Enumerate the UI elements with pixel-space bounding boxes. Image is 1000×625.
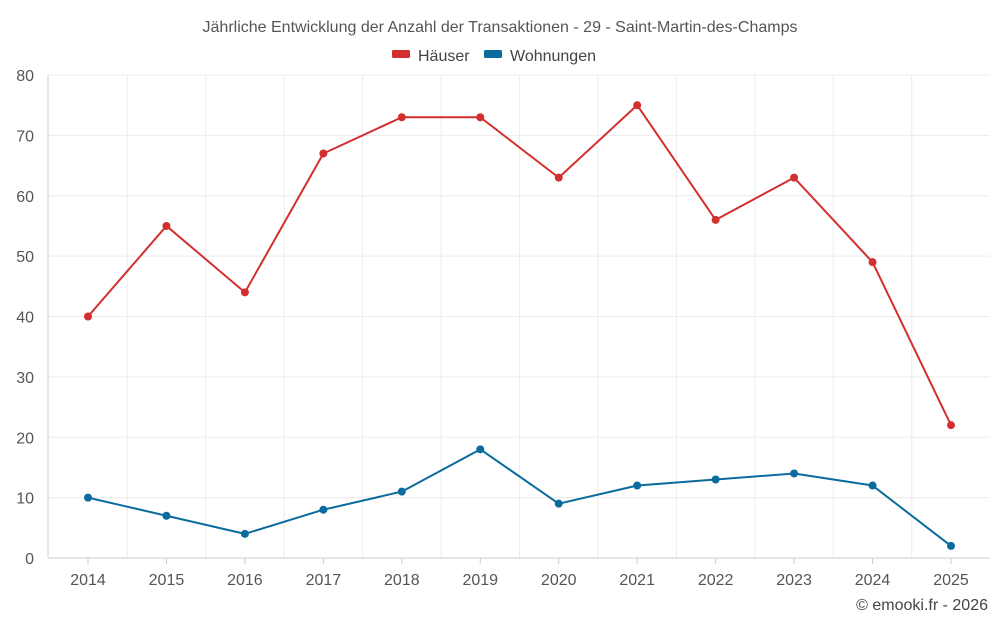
legend-label-haeuser: Häuser bbox=[418, 48, 470, 65]
data-point-wohnungen[interactable] bbox=[240, 529, 249, 538]
data-point-haeuser[interactable] bbox=[790, 173, 799, 182]
data-point-haeuser[interactable] bbox=[554, 173, 563, 182]
legend-swatch-haeuser bbox=[392, 50, 410, 58]
data-point-wohnungen[interactable] bbox=[633, 481, 642, 490]
data-point-wohnungen[interactable] bbox=[947, 541, 955, 550]
data-point-haeuser[interactable] bbox=[633, 101, 642, 110]
data-point-haeuser[interactable] bbox=[162, 221, 171, 230]
data-point-wohnungen[interactable] bbox=[397, 487, 406, 496]
y-tick-label: 40 bbox=[16, 310, 34, 327]
data-point-haeuser[interactable] bbox=[711, 215, 720, 224]
x-tick-label: 2020 bbox=[541, 572, 577, 589]
y-tick-label: 50 bbox=[16, 249, 34, 266]
legend-swatch-wohnungen bbox=[484, 50, 502, 58]
x-tick-label: 2019 bbox=[462, 572, 498, 589]
x-tick-label: 2016 bbox=[227, 572, 263, 589]
x-tick-label: 2022 bbox=[698, 572, 734, 589]
data-point-wohnungen[interactable] bbox=[790, 469, 799, 478]
legend: Häuser Wohnungen bbox=[392, 48, 596, 65]
x-tick-label: 2014 bbox=[70, 572, 106, 589]
x-tick-label: 2023 bbox=[776, 572, 812, 589]
data-point-wohnungen[interactable] bbox=[319, 505, 328, 514]
data-point-haeuser[interactable] bbox=[947, 421, 955, 430]
x-tick-label: 2015 bbox=[149, 572, 185, 589]
series-line-haeuser bbox=[87, 104, 952, 426]
x-tick-label: 2021 bbox=[619, 572, 655, 589]
copyright-text: © emooki.fr - 2026 bbox=[856, 597, 988, 614]
chart-title: Jährliche Entwicklung der Anzahl der Tra… bbox=[203, 19, 798, 36]
data-point-haeuser[interactable] bbox=[397, 113, 406, 122]
data-point-wohnungen[interactable] bbox=[84, 493, 92, 502]
axes: 0 10 20 30 40 50 60 70 80 2014 2015 2016 2017 2018 201… bbox=[16, 68, 990, 589]
data-point-haeuser[interactable] bbox=[319, 149, 328, 158]
data-point-wohnungen[interactable] bbox=[554, 499, 563, 508]
y-tick-label: 10 bbox=[16, 491, 34, 508]
data-point-haeuser[interactable] bbox=[868, 258, 877, 267]
data-point-wohnungen[interactable] bbox=[476, 445, 485, 454]
data-point-haeuser[interactable] bbox=[84, 312, 92, 321]
data-point-wohnungen[interactable] bbox=[868, 481, 877, 490]
data-point-haeuser[interactable] bbox=[476, 113, 485, 122]
data-series bbox=[84, 101, 955, 550]
x-tick-label: 2018 bbox=[384, 572, 420, 589]
y-tick-label: 80 bbox=[16, 68, 34, 85]
x-tick-label: 2017 bbox=[306, 572, 342, 589]
y-tick-label: 70 bbox=[16, 128, 34, 145]
legend-label-wohnungen: Wohnungen bbox=[510, 48, 596, 65]
y-tick-label: 30 bbox=[16, 370, 34, 387]
data-point-wohnungen[interactable] bbox=[711, 475, 720, 484]
x-tick-label: 2024 bbox=[855, 572, 891, 589]
data-point-wohnungen[interactable] bbox=[162, 511, 171, 520]
data-point-haeuser[interactable] bbox=[240, 288, 249, 297]
series-line-wohnungen bbox=[87, 448, 952, 547]
y-tick-label: 60 bbox=[16, 189, 34, 206]
y-tick-label: 20 bbox=[16, 430, 34, 447]
y-tick-label: 0 bbox=[25, 551, 34, 568]
x-tick-label: 2025 bbox=[933, 572, 969, 589]
